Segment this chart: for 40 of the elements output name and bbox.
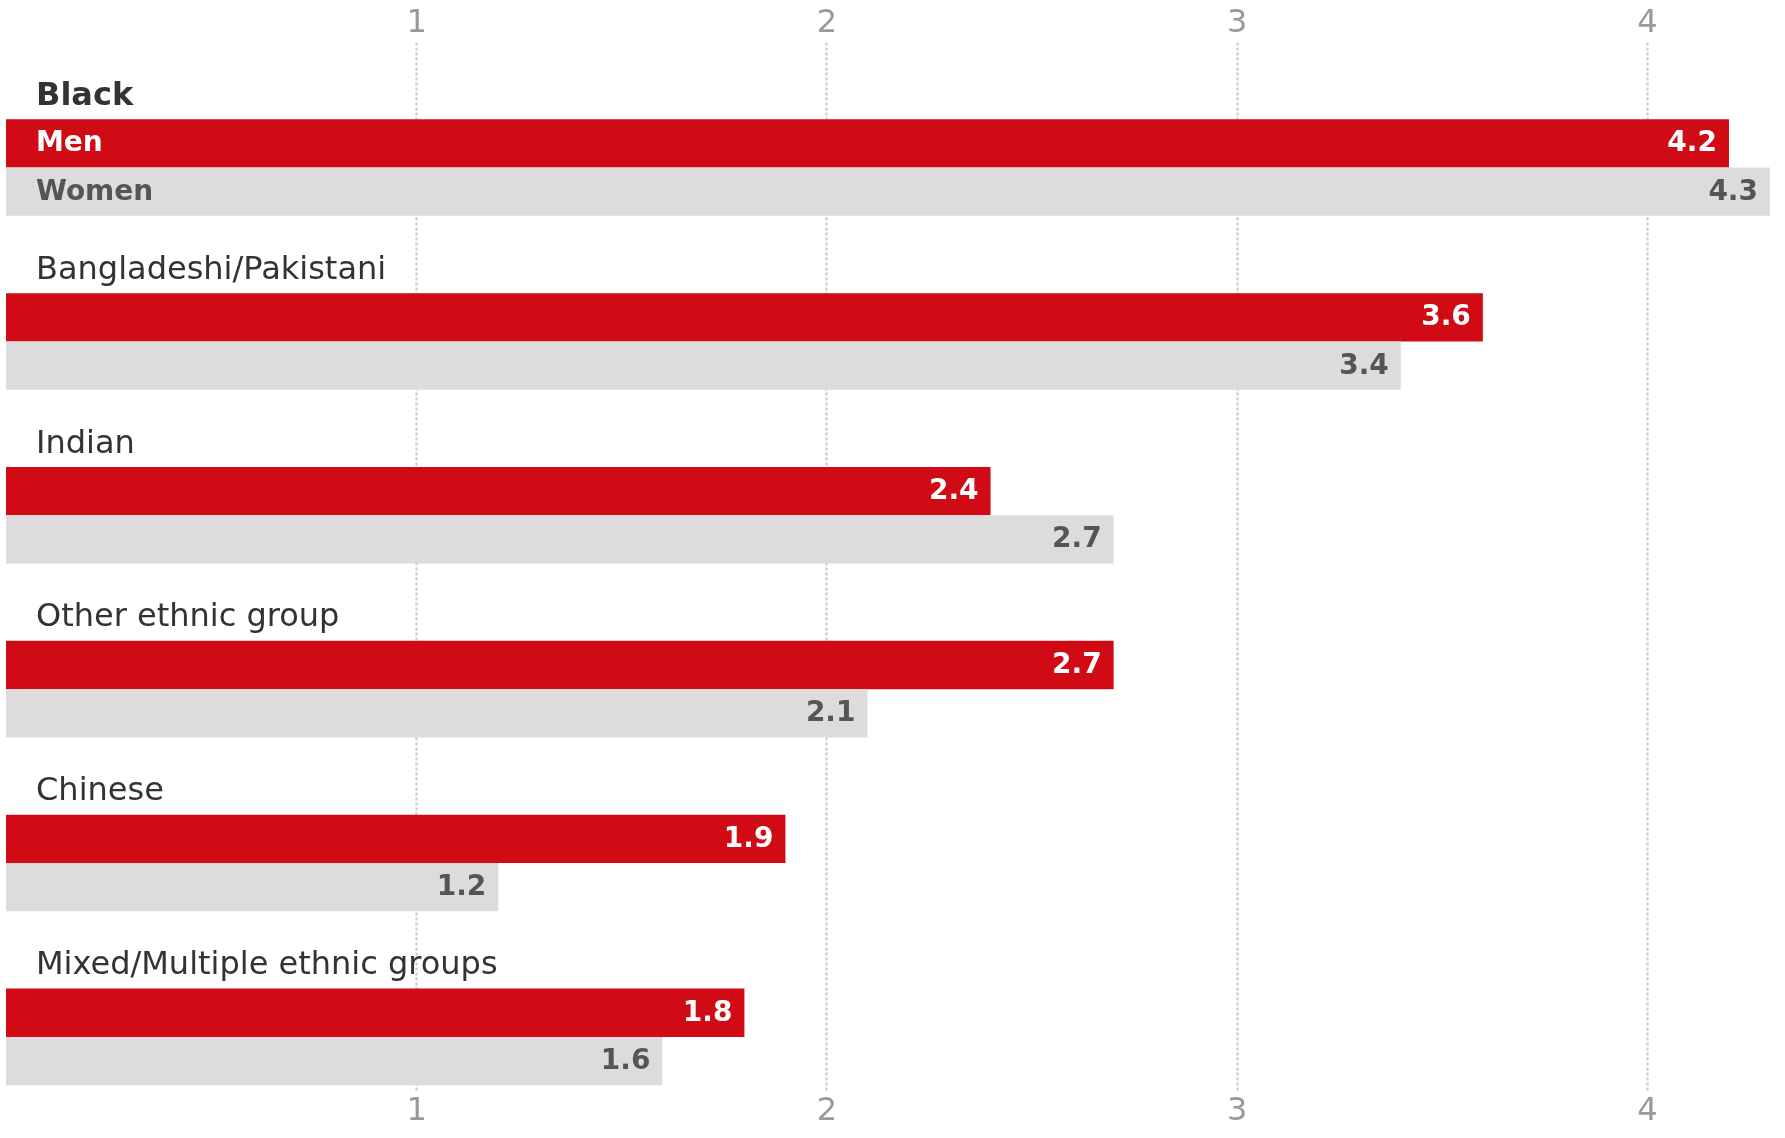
y-tick-label: Bangladeshi/Pakistani xyxy=(36,248,387,287)
bar xyxy=(6,863,499,912)
y-tick-label: Mixed/Multiple ethnic groups xyxy=(36,944,498,983)
x2-tick-label: 3 xyxy=(1227,1,1248,40)
bar xyxy=(6,293,1483,342)
x-tick-label: 3 xyxy=(1227,1089,1248,1128)
data-label: 2.7 xyxy=(1052,647,1102,680)
bar xyxy=(6,515,1114,564)
series-label: Women xyxy=(36,173,154,207)
x-tick-label: 2 xyxy=(816,1089,838,1128)
bar xyxy=(6,689,868,738)
data-label: 1.9 xyxy=(723,820,774,854)
y-tick-label: Chinese xyxy=(36,770,164,809)
y-tick-label: Other ethnic group xyxy=(36,596,340,635)
bar xyxy=(6,988,745,1037)
y-tick-label: Black xyxy=(36,74,134,113)
data-label: 2.4 xyxy=(928,473,979,507)
data-label: 2.7 xyxy=(1052,521,1102,555)
bar xyxy=(6,640,1114,690)
bar xyxy=(6,341,1401,390)
bar xyxy=(6,119,1729,168)
x2-tick-label: 2 xyxy=(816,1,838,40)
data-label: 3.6 xyxy=(1421,299,1471,333)
data-label: 4.3 xyxy=(1708,173,1758,207)
bar xyxy=(6,814,786,864)
x-tick-label: 4 xyxy=(1637,1089,1658,1128)
data-label: 1.2 xyxy=(436,869,487,903)
bar xyxy=(6,167,1770,216)
x-tick-label: 1 xyxy=(406,1089,427,1128)
data-label: 4.2 xyxy=(1667,125,1717,159)
x2-tick-label: 4 xyxy=(1637,1,1658,40)
data-label: 3.4 xyxy=(1339,347,1389,381)
x2-tick-label: 1 xyxy=(406,1,427,40)
bar xyxy=(6,467,991,516)
data-label: 2.1 xyxy=(805,695,856,729)
bar xyxy=(6,1036,663,1086)
data-label: 1.8 xyxy=(682,994,733,1028)
y-tick-label: Indian xyxy=(36,422,135,461)
series-label: Men xyxy=(36,125,103,159)
data-label: 1.6 xyxy=(600,1043,651,1077)
